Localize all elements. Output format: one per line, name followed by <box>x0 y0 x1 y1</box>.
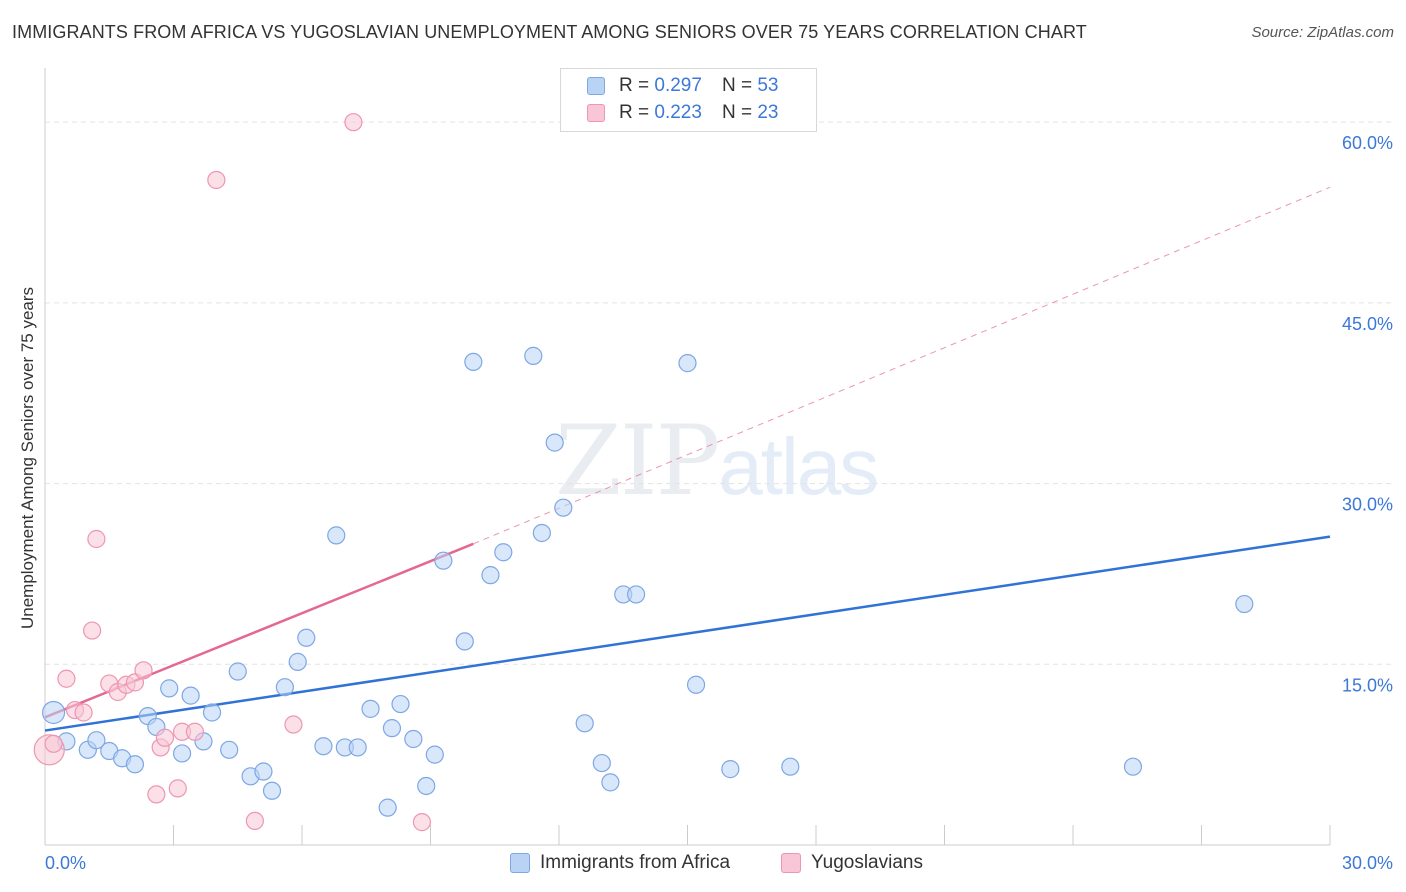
yugoslavian-point <box>155 728 175 747</box>
africa-point <box>404 729 423 749</box>
africa-point <box>545 433 564 452</box>
africa-point <box>592 753 611 773</box>
yugoslavian-point <box>134 661 153 680</box>
africa-point <box>425 745 444 764</box>
africa-point <box>87 731 106 750</box>
axes <box>44 68 1331 846</box>
y-tick-label: 60.0% <box>1342 133 1393 153</box>
africa-point <box>314 737 333 756</box>
africa-point <box>391 694 410 714</box>
yugoslavian-point <box>87 529 106 549</box>
yugoslavian-point <box>74 703 93 722</box>
legend-swatch-africa <box>587 77 605 95</box>
africa-point <box>601 773 620 792</box>
africa-point <box>327 526 346 545</box>
y-axis-title: Unemployment Among Seniors over 75 years <box>18 286 37 630</box>
legend-n-value: 23 <box>757 102 779 123</box>
legend-n-label: N = <box>721 75 753 96</box>
africa-point <box>160 679 179 698</box>
africa-point <box>172 744 192 763</box>
legend-row-yugoslavians: R = 0.223 N = 23 <box>587 100 778 126</box>
tick-labels: 15.0% 30.0% 45.0% 60.0% 0.0% 30.0% <box>45 133 1393 873</box>
africa-point <box>382 719 402 738</box>
africa-point <box>254 762 273 781</box>
legend-r-value: 0.223 <box>654 102 702 123</box>
grid-lines <box>45 121 1392 665</box>
series-legend-africa: Immigrants from Africa <box>510 852 730 874</box>
africa-point <box>220 740 239 759</box>
y-tick-label: 45.0% <box>1342 314 1393 334</box>
series-label-africa: Immigrants from Africa <box>540 852 731 873</box>
data-points <box>33 113 1254 832</box>
africa-point <box>626 585 646 604</box>
yugoslavian-point <box>168 779 187 798</box>
africa-point <box>417 776 436 796</box>
yugoslavian-point <box>412 813 432 832</box>
trend-lines <box>44 186 1331 732</box>
legend-row-africa: R = 0.297 N = 53 <box>587 73 778 99</box>
africa-point <box>41 700 66 725</box>
yugoslavian-point <box>284 715 303 734</box>
africa-point <box>262 781 282 800</box>
yugoslavian-point <box>245 811 264 831</box>
legend-r-label: R = <box>619 75 650 96</box>
africa-point <box>464 352 483 372</box>
legend-n-label: N = <box>721 102 753 123</box>
series-swatch-africa <box>510 853 530 873</box>
africa-point <box>554 498 573 517</box>
yugoslavian-point <box>83 621 102 640</box>
yugoslavian-point <box>344 113 363 132</box>
africa-point <box>348 738 367 757</box>
legend-n-value: 53 <box>757 75 779 96</box>
africa-point <box>202 703 222 722</box>
africa-point <box>532 523 551 543</box>
yugoslavian-trend-extension <box>473 186 1331 545</box>
africa-point <box>481 566 500 585</box>
africa-point <box>297 628 316 647</box>
africa-point <box>1123 757 1143 776</box>
series-legend-yugoslavians: Yugoslavians <box>781 852 923 874</box>
africa-point <box>575 714 594 733</box>
source-label: Source: ZipAtlas.com <box>1251 24 1394 41</box>
yugoslavian-point <box>44 734 63 753</box>
africa-point <box>686 675 706 694</box>
watermark: ZIPatlas <box>555 405 879 517</box>
africa-point <box>455 632 474 651</box>
legend-swatch-yugoslavians <box>587 104 605 122</box>
chart-title: IMMIGRANTS FROM AFRICA VS YUGOSLAVIAN UN… <box>12 22 1087 42</box>
africa-point <box>678 354 697 373</box>
legend-r-value: 0.297 <box>654 75 702 96</box>
africa-point <box>524 346 543 365</box>
africa-point <box>494 543 513 562</box>
africa-point <box>721 760 740 779</box>
series-swatch-yugoslavians <box>781 853 801 873</box>
africa-point <box>228 662 247 681</box>
yugoslavian-point <box>57 669 76 688</box>
yugoslavian-point <box>185 722 205 741</box>
series-label-yugoslavians: Yugoslavians <box>811 852 923 873</box>
africa-point <box>1235 594 1254 614</box>
africa-point <box>181 686 200 705</box>
legend-r-label: R = <box>619 102 650 123</box>
africa-point <box>378 798 397 817</box>
africa-point <box>434 551 453 570</box>
x-tick-label: 30.0% <box>1342 853 1393 873</box>
africa-point <box>361 699 380 718</box>
series-legend: Immigrants from Africa Yugoslavians <box>0 852 1406 876</box>
correlation-legend: R = 0.297 N = 53 R = 0.223 N = 23 <box>560 68 817 132</box>
y-tick-label: 15.0% <box>1342 675 1393 695</box>
x-tick-label: 0.0% <box>45 853 86 873</box>
africa-point <box>781 757 800 776</box>
yugoslavian-point <box>147 785 166 804</box>
africa-point <box>125 755 145 774</box>
africa-point <box>275 678 294 697</box>
africa-trend-line <box>44 535 1331 732</box>
yugoslavian-point <box>207 170 226 190</box>
y-tick-label: 30.0% <box>1342 495 1393 515</box>
africa-point <box>288 652 307 671</box>
